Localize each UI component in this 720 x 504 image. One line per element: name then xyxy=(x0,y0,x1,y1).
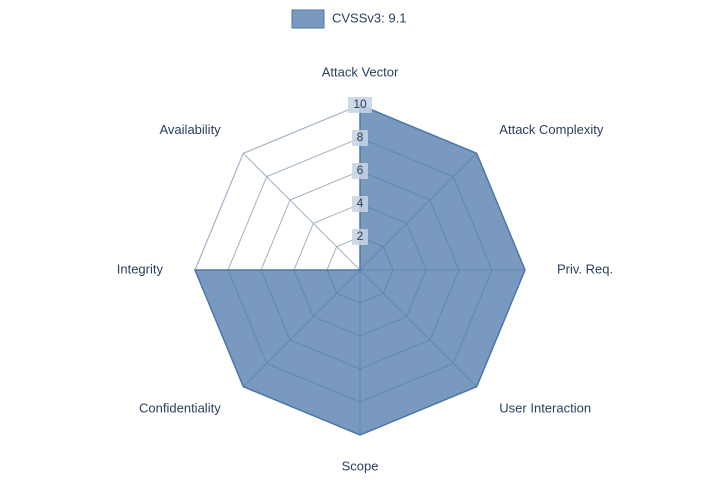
axis-label: Priv. Req. xyxy=(557,261,613,276)
axis-label: Integrity xyxy=(117,261,164,276)
axis-label: User Interaction xyxy=(499,401,591,416)
tick-label: 10 xyxy=(353,97,367,111)
axis-label: Attack Vector xyxy=(322,64,399,79)
tick-label: 4 xyxy=(357,196,364,210)
axis-label: Availability xyxy=(160,122,222,137)
legend: CVSSv3: 9.1 xyxy=(292,10,406,28)
axis-label: Confidentiality xyxy=(139,401,221,416)
tick-label: 2 xyxy=(357,229,364,243)
tick-label: 8 xyxy=(357,130,364,144)
legend-label: CVSSv3: 9.1 xyxy=(332,10,406,25)
legend-swatch xyxy=(292,10,324,28)
axis-label: Attack Complexity xyxy=(499,122,604,137)
cvss-radar-chart: 2 4 6 8 10 Attack Vector Attack Complexity Priv… xyxy=(0,0,720,504)
tick-label: 6 xyxy=(357,163,364,177)
axis-label: Scope xyxy=(342,458,379,473)
